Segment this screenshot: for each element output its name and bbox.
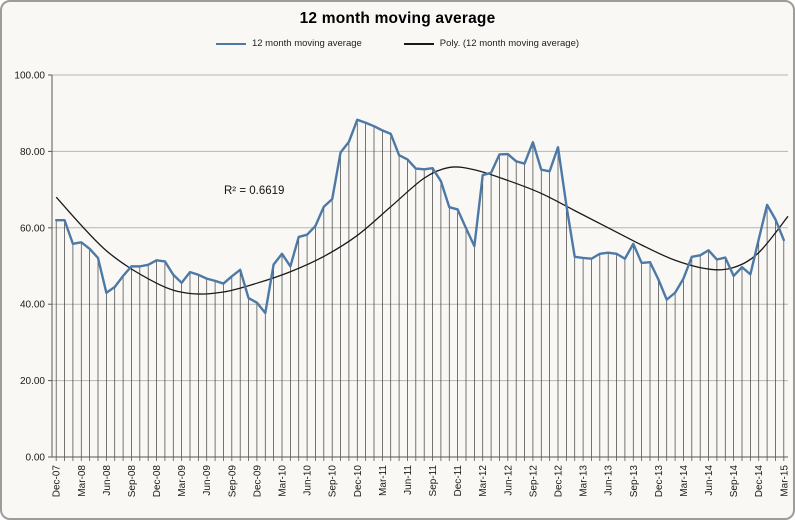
trendline-poly[interactable]: [55, 166, 789, 295]
legend-item-trendline[interactable]: Poly. (12 month moving average): [403, 38, 580, 49]
y-axis-label: 0.00: [26, 453, 46, 464]
legend: 12 month moving average Poly. (12 month …: [2, 38, 793, 49]
legend-series-label: 12 month moving average: [251, 38, 362, 49]
y-axis-label: 40.00: [20, 300, 45, 311]
x-axis-label: Dec-07: [52, 465, 63, 498]
x-axis-label: Dec-08: [152, 465, 163, 498]
x-axis-label: Sep-08: [127, 465, 138, 498]
x-axis-label: Sep-11: [428, 465, 439, 497]
y-axis-label: 80.00: [20, 147, 45, 158]
y-axis-label: 60.00: [20, 223, 45, 234]
x-axis-label: Mar-12: [478, 465, 489, 497]
x-axis-label: Dec-13: [654, 465, 665, 498]
chart-title: 12 month moving average: [299, 10, 496, 27]
x-axis-label: Sep-10: [328, 465, 339, 498]
x-axis-label: Mar-09: [177, 465, 188, 497]
x-axis-label: Dec-09: [252, 465, 263, 498]
x-axis-label: Mar-14: [679, 465, 690, 497]
series-line-swatch: [215, 42, 246, 45]
x-axis-label: Sep-09: [227, 465, 238, 498]
series-line-12-month-moving-average[interactable]: [54, 118, 786, 315]
x-axis-label: Jun-09: [202, 465, 213, 496]
x-axis-label: Mar-08: [77, 465, 88, 497]
r-squared-annotation: R² = 0.6619: [224, 185, 285, 197]
x-axis-label: Mar-10: [278, 465, 289, 497]
x-axis-label: Sep-12: [528, 465, 539, 498]
x-axis-label: Sep-13: [629, 465, 640, 498]
legend-trendline-label: Poly. (12 month moving average): [439, 38, 580, 49]
y-axis-label: 20.00: [20, 376, 45, 387]
x-axis-label: Mar-13: [579, 465, 590, 497]
y-axis-label: 100.00: [14, 71, 45, 82]
x-axis-label: Dec-14: [754, 465, 765, 498]
x-axis-label: Sep-14: [729, 465, 740, 498]
x-axis-label: Jun-08: [102, 465, 113, 496]
x-axis-label: Jun-12: [503, 465, 514, 496]
x-axis-label: Mar-11: [378, 465, 389, 496]
x-axis-label: Dec-10: [353, 465, 364, 498]
trendline-swatch: [403, 42, 434, 45]
x-axis-label: Jun-10: [303, 465, 314, 496]
x-axis-label: Jun-11: [403, 465, 414, 495]
x-axis-label: Jun-13: [604, 465, 615, 496]
x-axis-label: Dec-11: [453, 465, 464, 497]
x-axis-label: Dec-12: [554, 465, 565, 498]
legend-item-series[interactable]: 12 month moving average: [215, 38, 362, 49]
x-axis-label: Mar-15: [779, 465, 790, 497]
x-axis-label: Jun-14: [704, 465, 715, 496]
